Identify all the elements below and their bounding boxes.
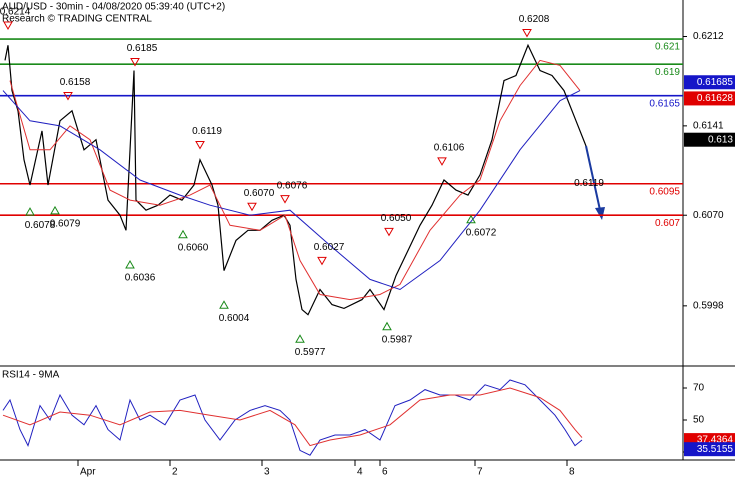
x-tick-label: 2: [172, 467, 178, 478]
x-tick-label: 8: [569, 467, 575, 478]
trough-marker: [50, 205, 60, 215]
peak-marker: [384, 227, 394, 237]
x-tick-label: 7: [477, 467, 483, 478]
level-label: 0.6095: [649, 186, 680, 197]
peak-label: 0.6106: [434, 143, 465, 154]
peak-marker: [63, 91, 73, 101]
peak-marker: [3, 21, 13, 30]
price-box-label: 0.613: [708, 134, 733, 145]
price-box: [684, 91, 735, 106]
peak-label: 0.6070: [244, 188, 275, 199]
peak-label: 0.6027: [314, 242, 345, 253]
panel-title: RSI14 - 9MA: [2, 370, 60, 381]
peak-marker: [522, 29, 532, 38]
trough-label: 0.6004: [219, 313, 250, 324]
y-tick-label: 0.6070: [693, 210, 724, 221]
price-box: [684, 75, 735, 90]
price-box: [684, 132, 735, 147]
trough-marker: [178, 229, 188, 239]
trough-marker: [382, 321, 392, 331]
peak-label: 0.6214: [0, 7, 31, 18]
level-label: 0.619: [655, 67, 680, 78]
price-box: [684, 442, 735, 457]
y-tick-label: 50: [693, 415, 705, 426]
y-tick-label: 0.6212: [693, 31, 724, 42]
trough-label: 0.6079: [50, 219, 81, 230]
price-box-label: 37.4364: [697, 435, 734, 446]
series-line: [9, 59, 581, 301]
price-box-label: 35.5155: [697, 444, 734, 455]
price-box-label: 0.61685: [697, 77, 734, 88]
x-tick-label: 4: [357, 467, 363, 478]
y-tick-label: 0.6141: [693, 121, 724, 132]
x-tick-label: Apr: [80, 467, 96, 478]
trough-marker: [25, 207, 35, 216]
trough-label: 0.5977: [295, 347, 326, 358]
peak-label: 0.6050: [381, 213, 412, 224]
peak-label: 0.6158: [60, 77, 91, 88]
series-line: [2, 387, 583, 447]
level-label: 0.607: [655, 218, 680, 229]
x-tick-label: 3: [264, 467, 270, 478]
forecast-arrow: [585, 145, 601, 211]
x-tick-label: 6: [382, 467, 388, 478]
trough-label: 0.6078: [25, 220, 56, 231]
peak-label: 0.6208: [519, 14, 550, 25]
series-line: [2, 379, 583, 456]
series-line: [2, 90, 581, 291]
peak-marker: [130, 57, 140, 67]
trough-marker: [125, 260, 135, 269]
peak-marker: [437, 157, 447, 166]
y-tick-label: 0.5998: [693, 300, 724, 311]
trough-marker: [295, 334, 305, 343]
price-box-label: 0.61628: [697, 93, 734, 104]
peak-marker: [247, 202, 257, 212]
chart-title: AUD/USD - 30min - 04/08/2020 05:39:40 (U…: [2, 2, 225, 13]
peak-marker: [195, 141, 205, 150]
projection-label: 0.6119: [574, 178, 604, 189]
level-label: 0.6165: [649, 98, 680, 109]
level-label: 0.621: [655, 42, 680, 53]
trough-label: 0.6072: [466, 227, 497, 238]
trough-marker: [466, 214, 476, 224]
chart-subtitle: Research © TRADING CENTRAL: [2, 14, 152, 25]
peak-marker: [317, 256, 327, 266]
trough-label: 0.6036: [125, 273, 156, 284]
forecast-arrow-head: [595, 207, 605, 220]
y-tick-label: 70: [693, 383, 705, 394]
peak-label: 0.6185: [127, 43, 158, 54]
trough-label: 0.5987: [382, 334, 413, 345]
peak-label: 0.6076: [277, 180, 308, 191]
peak-label: 0.6119: [192, 126, 222, 137]
trough-marker: [219, 300, 229, 309]
trough-label: 0.6060: [178, 242, 209, 253]
peak-marker: [280, 195, 290, 204]
